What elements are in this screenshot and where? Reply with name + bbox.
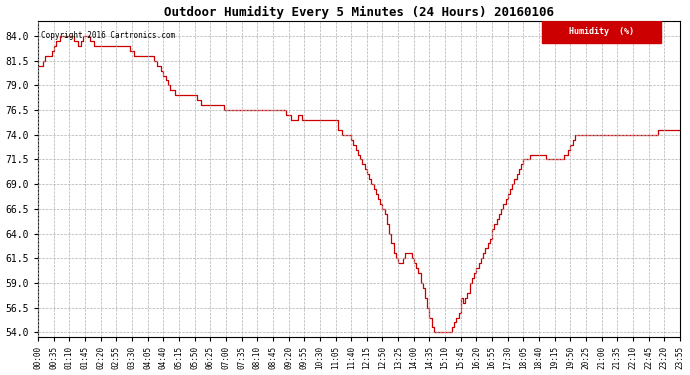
- Text: Humidity  (%): Humidity (%): [569, 27, 634, 36]
- Bar: [542, 20, 661, 44]
- Title: Outdoor Humidity Every 5 Minutes (24 Hours) 20160106: Outdoor Humidity Every 5 Minutes (24 Hou…: [164, 6, 554, 19]
- Text: Copyright 2016 Cartronics.com: Copyright 2016 Cartronics.com: [41, 31, 175, 40]
